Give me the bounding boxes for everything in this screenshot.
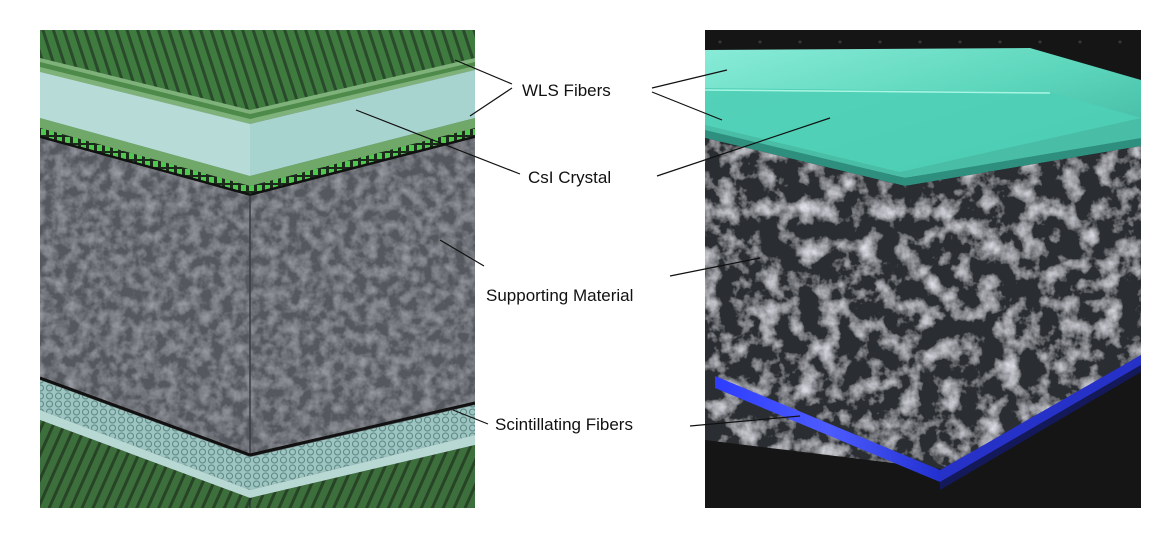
- annotation-lines: [355, 59, 831, 427]
- label-supporting-material: Supporting Material: [486, 286, 633, 305]
- label-wls-fibers: WLS Fibers: [522, 81, 611, 100]
- label-csi-crystal: CsI Crystal: [528, 168, 611, 187]
- rendered-detector-image: [40, 30, 475, 508]
- label-scintillating-fibers: Scintillating Fibers: [495, 415, 633, 434]
- detector-photo: [705, 30, 1141, 508]
